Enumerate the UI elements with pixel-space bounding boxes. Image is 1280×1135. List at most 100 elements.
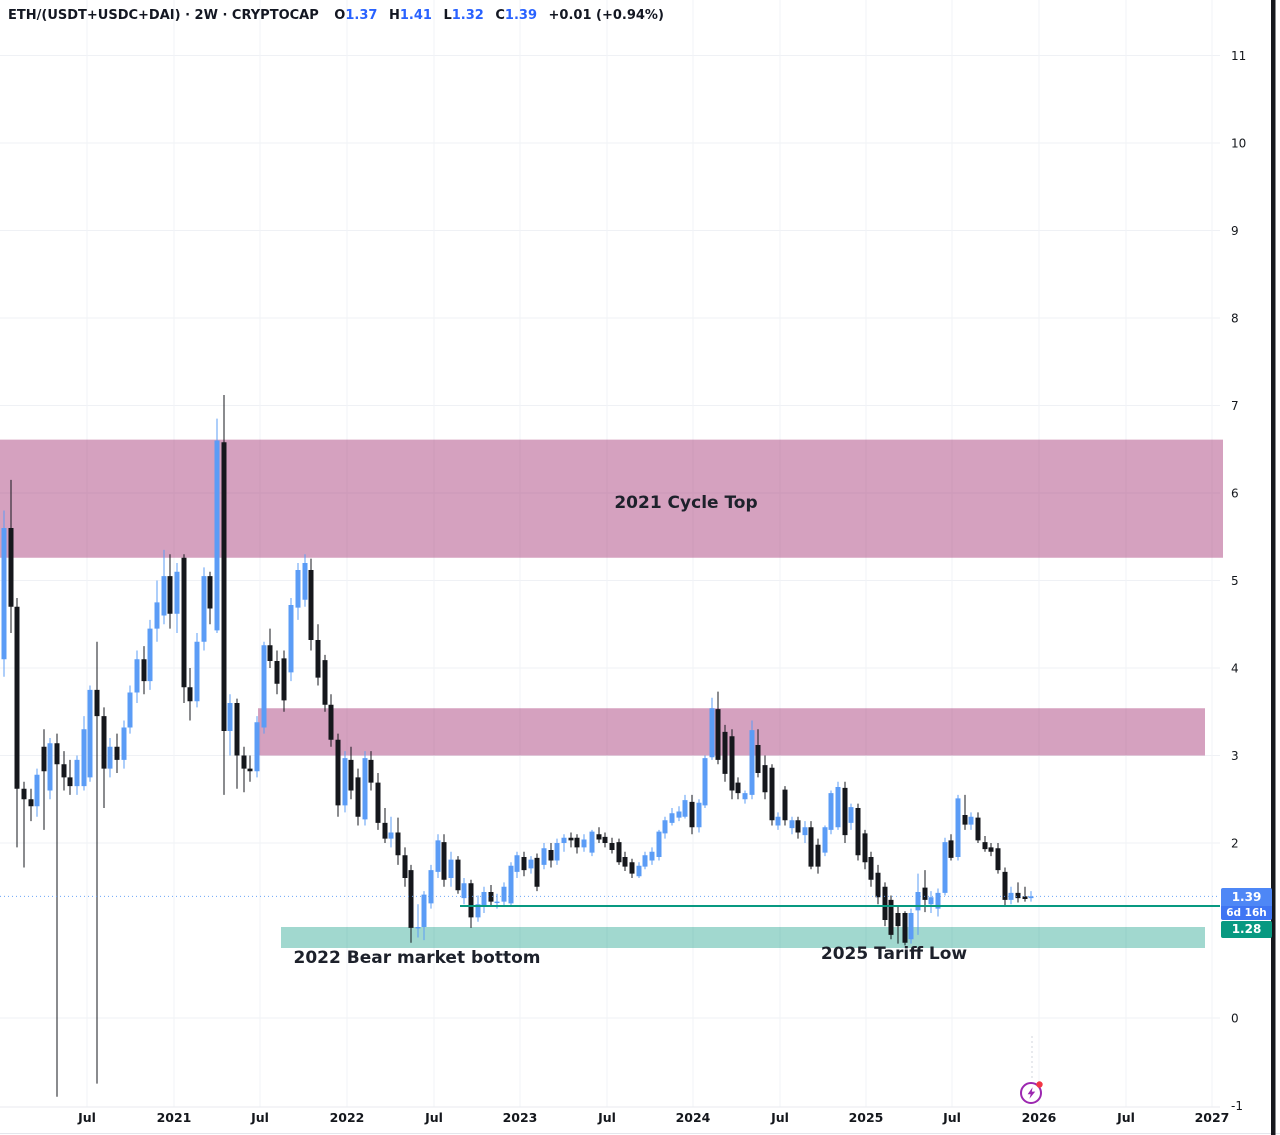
time-tick-label[interactable]: 2022 [330,1110,365,1125]
candle-body [862,833,868,863]
candle-body [267,645,273,661]
time-tick-label[interactable]: 2021 [157,1110,192,1125]
candle-body [729,736,735,791]
annotation-2022-bear-market-bottom[interactable]: 2022 Bear market bottom [293,948,541,968]
candle-body [308,570,314,640]
candle-body [835,787,841,828]
symbol-legend: ETH/(USDT+USDC+DAI) · 2W · CRYPTOCAP O1.… [8,8,664,26]
time-tick-label[interactable]: Jul [770,1110,789,1125]
time-tick-label[interactable]: 2026 [1022,1110,1057,1125]
candle-body [475,904,481,918]
candle-body [395,832,401,856]
candle-body [94,689,100,717]
candle-body [988,847,994,852]
candle-body [74,759,80,787]
candle-body [201,576,207,642]
candle-body [975,817,981,841]
last-price-tag: 1.39 [1221,888,1272,906]
symbol-title[interactable]: ETH/(USDT+USDC+DAI) · 2W · CRYPTOCAP [8,8,319,23]
candle-body [241,755,247,769]
candle-body [54,743,60,765]
candle-body [662,820,668,834]
time-tick-label[interactable]: Jul [250,1110,269,1125]
candle-body [402,855,408,878]
time-tick-label[interactable]: 2027 [1195,1110,1230,1125]
time-tick-label[interactable]: Jul [942,1110,961,1125]
annotation-2025-tariff-low[interactable]: 2025 Tariff Low [820,944,968,964]
candle-body [288,605,294,673]
candle-body [895,913,901,927]
candle-body [541,848,547,865]
candle-body [34,774,40,807]
candle-body [1,528,7,660]
price-tick-label[interactable]: 5 [1231,574,1239,588]
price-tick-label[interactable]: 3 [1231,749,1239,763]
candle-body [362,758,368,820]
candle-body [408,870,414,928]
time-tick-label[interactable]: Jul [77,1110,96,1125]
price-tick-label[interactable]: -1 [1231,1099,1243,1113]
candle-body [808,827,814,867]
time-tick-label[interactable]: 2024 [676,1110,711,1125]
notification-dot [1036,1081,1043,1088]
candle-body [709,708,715,758]
candle-body [121,727,127,760]
right-border [1271,0,1276,1135]
time-tick-label[interactable]: 2025 [849,1110,884,1125]
candle-body [815,844,821,867]
candle-body [822,827,828,853]
candle-body [948,840,954,858]
price-tick-label[interactable]: 10 [1231,137,1246,151]
time-tick-label[interactable]: Jul [597,1110,616,1125]
price-tick-label[interactable]: 6 [1231,487,1239,501]
candle-body [247,768,253,772]
candle-body [942,842,948,893]
open-label: O [334,8,346,23]
candle-body [1022,896,1028,899]
price-tick-label[interactable]: 0 [1231,1012,1239,1026]
candle-body [561,837,567,843]
price-tick-label[interactable]: 11 [1231,49,1246,63]
candle-body [375,782,381,823]
price-tick-label[interactable]: 7 [1231,399,1239,413]
candle-body [342,758,348,806]
zone-2021-cycle-top[interactable] [0,439,1223,558]
open-value: 1.37 [345,8,378,23]
candle-body [194,641,200,702]
candle-body [141,659,147,682]
candle-body [868,857,874,880]
time-tick-label[interactable]: 2023 [503,1110,538,1125]
candle-body [769,767,775,821]
candle-body [281,658,287,701]
candle-body [87,689,93,778]
candle-body [315,640,321,678]
price-tick-label[interactable]: 2 [1231,837,1239,851]
price-tick-label[interactable]: 8 [1231,312,1239,326]
candle-body [441,842,447,880]
price-tick-label[interactable]: 9 [1231,224,1239,238]
candle-body [636,865,642,877]
time-tick-label[interactable]: Jul [1116,1110,1135,1125]
candle-body [1002,871,1008,900]
candle-body [682,800,688,817]
flash-event-icon[interactable] [1018,1079,1046,1107]
annotation-2021-cycle-top[interactable]: 2021 Cycle Top [614,493,758,513]
candle-body [589,831,595,853]
candle-body [842,787,848,836]
time-tick-label[interactable]: Jul [424,1110,443,1125]
candle-body [174,571,180,614]
candle-body [855,808,861,856]
zone-bear-market-bottom[interactable] [281,927,1205,948]
candle-body [554,843,560,861]
candle-body [67,777,73,787]
candle-body [742,793,748,800]
candle-body [749,730,755,795]
candle-body [415,927,421,929]
candle-body [755,745,761,773]
price-tick-label[interactable]: 4 [1231,662,1239,676]
candle-body [915,892,921,911]
candle-body [616,842,622,863]
candle-body [147,628,153,682]
